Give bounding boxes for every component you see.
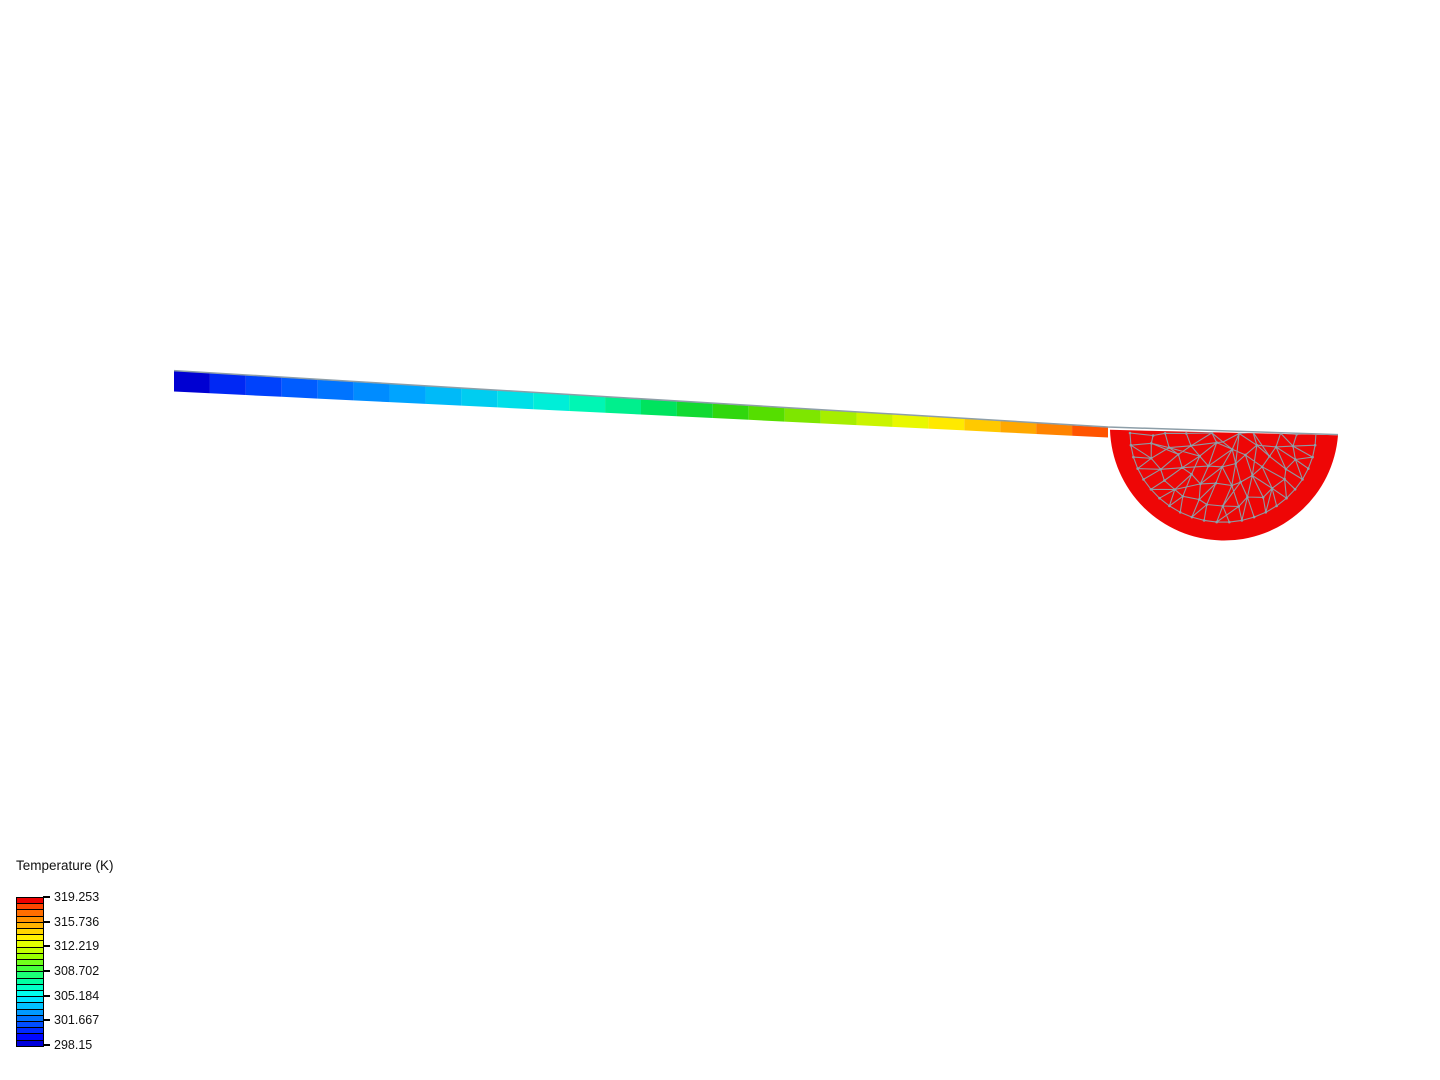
legend-colorbar xyxy=(16,897,44,1047)
beam-band xyxy=(928,416,965,431)
beam-band xyxy=(209,373,246,396)
legend-band xyxy=(17,935,43,942)
legend-tick xyxy=(43,896,50,898)
legend-band xyxy=(17,916,43,923)
legend-band xyxy=(17,1040,43,1046)
beam-band xyxy=(676,401,713,419)
legend-tick xyxy=(43,1044,50,1046)
legend-band xyxy=(17,947,43,954)
legend-band xyxy=(17,941,43,948)
legend-tick-label: 301.667 xyxy=(54,1013,100,1028)
legend-band xyxy=(17,1034,43,1041)
legend-band xyxy=(17,991,43,998)
beam-band xyxy=(748,405,785,422)
beam-band xyxy=(497,390,534,410)
hemisphere-bowl xyxy=(1110,429,1338,541)
legend-band xyxy=(17,1003,43,1010)
legend-band xyxy=(17,1009,43,1016)
beam-temperature-field xyxy=(174,371,1108,438)
legend-tick xyxy=(43,1019,50,1022)
beam-band xyxy=(712,403,749,420)
legend-band xyxy=(17,898,43,905)
beam-band xyxy=(605,397,641,415)
beam-band xyxy=(856,412,893,427)
legend-band xyxy=(17,997,43,1004)
beam-band xyxy=(281,377,318,399)
legend-band xyxy=(17,966,43,973)
legend-tick-label: 298.15 xyxy=(54,1038,93,1052)
beam-band xyxy=(533,392,570,411)
legend-tick-label: 308.702 xyxy=(54,964,100,978)
legend-tick-label: 312.219 xyxy=(54,939,100,954)
legend-title: Temperature (K) xyxy=(16,858,114,873)
legend-tick xyxy=(43,945,50,948)
top-edge-line xyxy=(173,369,1339,436)
beam-band xyxy=(964,418,1001,433)
legend-tick-label: 319.253 xyxy=(54,890,100,904)
legend-tick-label: 315.736 xyxy=(54,914,100,929)
legend-band xyxy=(17,1028,43,1035)
legend-band xyxy=(17,984,43,992)
legend-band xyxy=(17,910,43,917)
legend-band xyxy=(17,1015,43,1023)
beam-band xyxy=(820,410,857,426)
temperature-legend: Temperature (K) 319.253 315.736 312.219 308… xyxy=(16,858,166,1068)
beam-band xyxy=(569,394,606,413)
beam-band xyxy=(389,384,426,404)
legend-band xyxy=(17,972,43,979)
beam-band xyxy=(317,379,354,401)
beam-band xyxy=(425,386,462,406)
legend-tick xyxy=(43,994,50,997)
beam-band xyxy=(461,388,498,408)
legend-tick-label: 305.184 xyxy=(54,988,100,1003)
beam-band xyxy=(174,371,210,394)
legend-band xyxy=(17,953,43,961)
legend-band xyxy=(17,978,43,985)
legend-tick xyxy=(43,970,50,972)
beam-band xyxy=(1036,423,1073,436)
beam-band xyxy=(1072,425,1108,438)
legend-band xyxy=(17,922,43,930)
beam-band xyxy=(784,407,821,424)
legend-tick xyxy=(43,920,50,923)
legend-band xyxy=(17,904,43,911)
beam-band xyxy=(245,375,282,397)
legend-band xyxy=(17,1022,43,1029)
beam-band xyxy=(353,381,390,403)
legend-band xyxy=(17,960,43,967)
beam-band xyxy=(641,399,677,417)
beam-band xyxy=(1000,420,1037,434)
legend-band xyxy=(17,929,43,936)
beam-band xyxy=(892,414,929,429)
